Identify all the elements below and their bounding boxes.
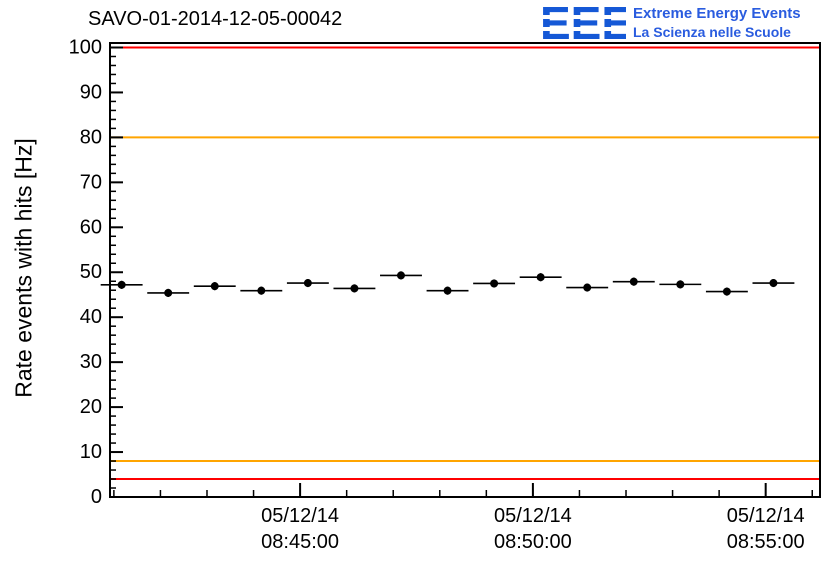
eee-logo-icon: EEE (540, 2, 626, 46)
data-point (769, 279, 778, 288)
y-axis-tick-label: 10 (80, 441, 102, 463)
x-axis-tick-date: 05/12/14 (727, 505, 805, 527)
y-axis-tick-label: 70 (80, 171, 102, 193)
plot-frame (109, 42, 821, 498)
data-point (536, 273, 545, 282)
data-point (257, 286, 266, 295)
data-point (490, 279, 499, 288)
y-axis-title: Rate events with hits [Hz] (10, 138, 37, 398)
data-point (303, 279, 312, 288)
data-point (210, 282, 219, 291)
series-points (100, 271, 795, 297)
logo-subtitle-it: La Scienza nelle Scuole (633, 23, 791, 40)
logo-subtitle-en: Extreme Energy Events (633, 5, 801, 22)
data-point (676, 280, 685, 289)
x-axis-tick-date: 05/12/14 (494, 505, 572, 527)
x-axis-tick-time: 08:50:00 (494, 531, 572, 553)
chart-title: SAVO-01-2014-12-05-00042 (88, 8, 343, 30)
y-axis-tick-label: 100 (69, 36, 102, 58)
x-axis: 05/12/14 08:45:00 05/12/14 08:50:00 05/12/14… (113, 483, 813, 553)
x-axis-tick-time: 08:45:00 (261, 531, 339, 553)
y-axis-tick-label: 50 (80, 261, 102, 283)
x-axis-tick-time: 08:55:00 (727, 531, 805, 553)
eee-logo-block: EEE Extreme Energy Events La Scienza nel… (540, 2, 801, 46)
y-axis: 0 10 20 30 40 50 60 70 80 90 100 (69, 36, 123, 508)
y-axis-tick-label: 0 (91, 486, 102, 508)
eee-logo-text: Extreme Energy Events La Scienza nelle S… (633, 2, 801, 41)
data-point (629, 277, 638, 286)
y-axis-tick-label: 40 (80, 306, 102, 328)
y-axis-tick-label: 30 (80, 351, 102, 373)
y-axis-tick-label: 60 (80, 216, 102, 238)
y-axis-tick-label: 80 (80, 126, 102, 148)
data-point (443, 286, 452, 295)
y-axis-tick-label: 90 (80, 81, 102, 103)
x-axis-tick-date: 05/12/14 (261, 505, 339, 527)
data-point (583, 283, 592, 292)
data-point (350, 284, 359, 293)
svg-text:EEE: EEE (540, 2, 626, 46)
data-point (722, 287, 731, 296)
y-axis-tick-label: 20 (80, 396, 102, 418)
threshold-lines (110, 46, 820, 481)
data-point (117, 280, 126, 289)
data-point (164, 288, 173, 297)
data-point (396, 271, 405, 280)
